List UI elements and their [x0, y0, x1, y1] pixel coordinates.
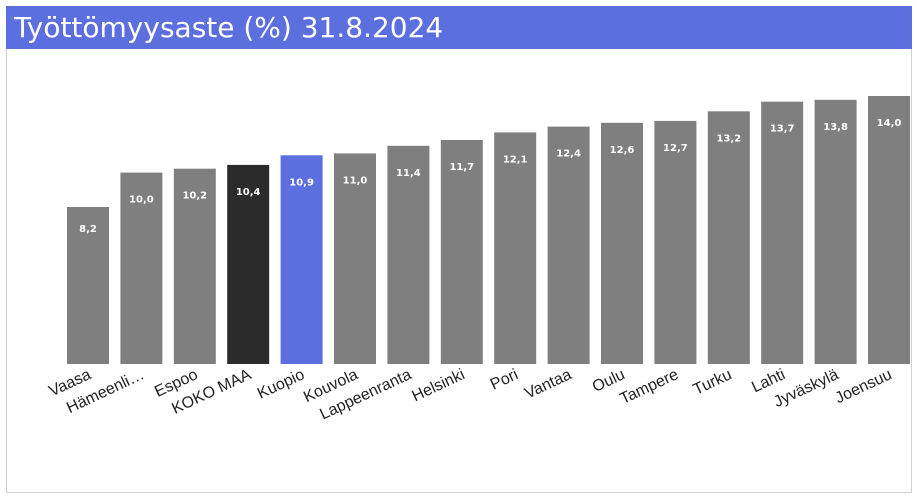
category-label-9: Vantaa — [522, 366, 574, 402]
bar-11 — [654, 120, 697, 365]
value-label-6: 11,4 — [396, 168, 421, 179]
value-label-5: 11,0 — [343, 175, 368, 186]
value-label-12: 13,2 — [716, 133, 741, 144]
value-label-3: 10,4 — [236, 187, 261, 198]
value-label-10: 12,6 — [610, 145, 635, 156]
category-label-11: Tampere — [617, 366, 681, 408]
value-label-2: 10,2 — [182, 191, 207, 202]
bar-9 — [547, 126, 590, 364]
category-label-12: Turku — [691, 366, 735, 398]
chart-title: Työttömyysaste (%) 31.8.2024 — [6, 6, 912, 49]
bar-13 — [761, 101, 804, 364]
bar-2 — [173, 168, 216, 364]
category-label-15: Joensuu — [833, 366, 895, 407]
bar-10 — [601, 122, 643, 364]
bar-7 — [440, 140, 483, 364]
bar-12 — [707, 111, 750, 364]
value-label-15: 14,0 — [877, 118, 902, 129]
value-label-4: 10,9 — [289, 177, 314, 188]
bar-8 — [494, 132, 537, 364]
value-label-7: 11,7 — [449, 162, 474, 173]
category-label-8: Pori — [488, 366, 521, 393]
value-labels-group: 8,2 10,0 10,2 10,4 10,9 11,0 11,4 11,7 12,1 12,4 1… — [79, 118, 901, 235]
bar-3 — [227, 164, 270, 364]
bar-4 — [280, 155, 323, 364]
bar-14 — [814, 99, 857, 365]
bar-1 — [120, 172, 163, 364]
value-label-9: 12,4 — [556, 149, 581, 160]
value-label-0: 8,2 — [79, 224, 97, 235]
bar-15 — [868, 96, 910, 364]
value-label-13: 13,7 — [770, 124, 795, 135]
category-label-4: Kuopio — [255, 366, 307, 403]
value-label-1: 10,0 — [129, 195, 154, 206]
value-label-8: 12,1 — [503, 154, 528, 165]
category-label-7: Helsinki — [410, 366, 468, 405]
bars-group — [67, 96, 910, 365]
bar-6 — [387, 145, 430, 364]
bar-0 — [67, 207, 109, 364]
value-label-14: 13,8 — [823, 122, 848, 133]
bar-5 — [334, 153, 376, 364]
value-label-11: 12,7 — [663, 143, 688, 154]
